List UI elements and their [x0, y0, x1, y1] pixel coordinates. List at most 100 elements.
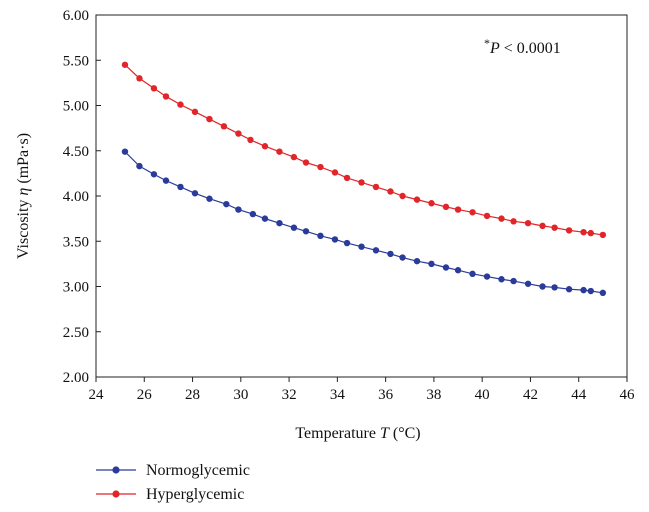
legend-item-normoglycemic: Normoglycemic: [96, 462, 250, 479]
data-point-hyperglycemic: [358, 179, 365, 186]
series-layer: [121, 61, 607, 297]
data-point-normoglycemic: [261, 215, 269, 222]
data-point-hyperglycemic: [551, 224, 558, 231]
legend-item-hyperglycemic: Hyperglycemic: [96, 486, 244, 503]
legend-swatch-marker-normoglycemic: [112, 466, 120, 474]
data-point-hyperglycemic: [454, 206, 462, 213]
y-axis-title: Viscosity η (mPa·s): [15, 133, 32, 259]
data-point-normoglycemic: [498, 276, 505, 283]
series-line-hyperglycemic: [124, 64, 603, 236]
data-point-hyperglycemic: [235, 130, 242, 137]
data-point-normoglycemic: [223, 200, 230, 208]
data-point-hyperglycemic: [191, 108, 199, 116]
data-point-normoglycemic: [343, 239, 351, 247]
x-axis-title: Temperature T (°C): [295, 425, 420, 442]
x-tick-label: 42: [523, 387, 538, 403]
data-point-hyperglycemic: [469, 209, 476, 216]
x-tick-label: 44: [571, 387, 587, 403]
data-point-normoglycemic: [177, 183, 184, 191]
y-tick-label: 6.00: [63, 8, 89, 24]
data-point-normoglycemic: [191, 190, 199, 197]
data-point-normoglycemic: [121, 148, 129, 155]
data-point-hyperglycemic: [220, 123, 228, 130]
data-point-hyperglycemic: [442, 203, 450, 211]
data-point-normoglycemic: [428, 260, 435, 268]
data-point-hyperglycemic: [177, 101, 184, 108]
data-point-normoglycemic: [206, 195, 213, 202]
data-point-hyperglycemic: [510, 218, 517, 225]
x-tick-label: 36: [378, 387, 394, 403]
x-tick-label: 34: [330, 387, 346, 403]
data-point-normoglycemic: [331, 236, 339, 243]
data-point-normoglycemic: [317, 232, 324, 240]
x-tick-label: 28: [185, 387, 200, 403]
data-point-hyperglycemic: [343, 174, 351, 182]
data-point-hyperglycemic: [483, 212, 491, 220]
annotation-text: < 0.0001: [500, 40, 561, 57]
data-point-normoglycemic: [454, 267, 462, 274]
data-point-normoglycemic: [442, 264, 450, 271]
data-point-normoglycemic: [539, 283, 546, 290]
data-point-hyperglycemic: [206, 115, 213, 123]
data-point-normoglycemic: [469, 270, 476, 278]
data-point-normoglycemic: [524, 280, 532, 287]
data-point-normoglycemic: [136, 162, 143, 170]
y-tick-label: 5.00: [63, 99, 89, 115]
y-tick-label: 3.00: [63, 280, 89, 296]
series-line-normoglycemic: [124, 151, 603, 294]
data-point-normoglycemic: [551, 284, 558, 291]
annotation-var: P: [489, 40, 500, 57]
legend: Normoglycemic Hyperglycemic: [96, 462, 250, 503]
legend-label-hyperglycemic: Hyperglycemic: [146, 486, 244, 503]
data-point-hyperglycemic: [331, 169, 339, 176]
data-point-hyperglycemic: [247, 136, 254, 144]
data-point-normoglycemic: [358, 243, 365, 250]
plot-frame: [95, 14, 628, 378]
series-hyperglycemic: [121, 61, 607, 239]
y-tick-label: 3.50: [63, 234, 89, 250]
data-point-hyperglycemic: [136, 75, 143, 82]
data-point-hyperglycemic: [162, 93, 170, 100]
data-point-hyperglycemic: [599, 231, 607, 239]
x-tick-label: 24: [89, 387, 105, 403]
y-tick-label: 4.00: [63, 189, 89, 205]
data-point-normoglycemic: [399, 254, 406, 261]
annotation-p-value: *P < 0.0001: [484, 36, 561, 57]
data-point-hyperglycemic: [413, 196, 421, 203]
x-tick-label: 32: [282, 387, 297, 403]
data-point-hyperglycemic: [428, 200, 435, 207]
data-point-hyperglycemic: [399, 192, 406, 200]
data-point-normoglycemic: [290, 224, 298, 231]
y-tick-label: 4.50: [63, 144, 89, 160]
x-tick-label: 40: [475, 387, 490, 403]
data-point-normoglycemic: [565, 286, 573, 293]
data-point-hyperglycemic: [276, 148, 283, 155]
y-tick-label: 5.50: [63, 53, 89, 69]
data-point-hyperglycemic: [387, 188, 394, 195]
data-point-normoglycemic: [587, 287, 594, 295]
y-tick-label: 2.50: [63, 325, 89, 341]
chart-axes: [95, 14, 628, 378]
data-point-hyperglycemic: [372, 183, 380, 191]
data-point-hyperglycemic: [580, 229, 587, 236]
data-point-normoglycemic: [249, 210, 257, 218]
data-point-hyperglycemic: [587, 229, 594, 237]
data-point-hyperglycemic: [121, 61, 129, 68]
data-point-normoglycemic: [276, 219, 283, 227]
x-tick-label: 38: [426, 387, 441, 403]
data-point-normoglycemic: [510, 277, 517, 285]
data-point-hyperglycemic: [524, 219, 532, 227]
data-point-normoglycemic: [580, 286, 587, 294]
data-point-normoglycemic: [235, 206, 242, 213]
data-point-hyperglycemic: [317, 163, 324, 171]
data-point-hyperglycemic: [498, 215, 505, 222]
annotation-star: *: [484, 36, 490, 50]
data-point-normoglycemic: [483, 273, 491, 280]
data-point-hyperglycemic: [302, 159, 310, 166]
data-point-hyperglycemic: [539, 222, 546, 230]
data-point-normoglycemic: [413, 257, 421, 265]
y-axis-ticks: 2.00 2.50 3.00 3.50 4.00 4.50 5.00 5.50 6.00: [63, 8, 101, 386]
data-point-normoglycemic: [372, 247, 380, 254]
data-point-hyperglycemic: [150, 85, 158, 92]
